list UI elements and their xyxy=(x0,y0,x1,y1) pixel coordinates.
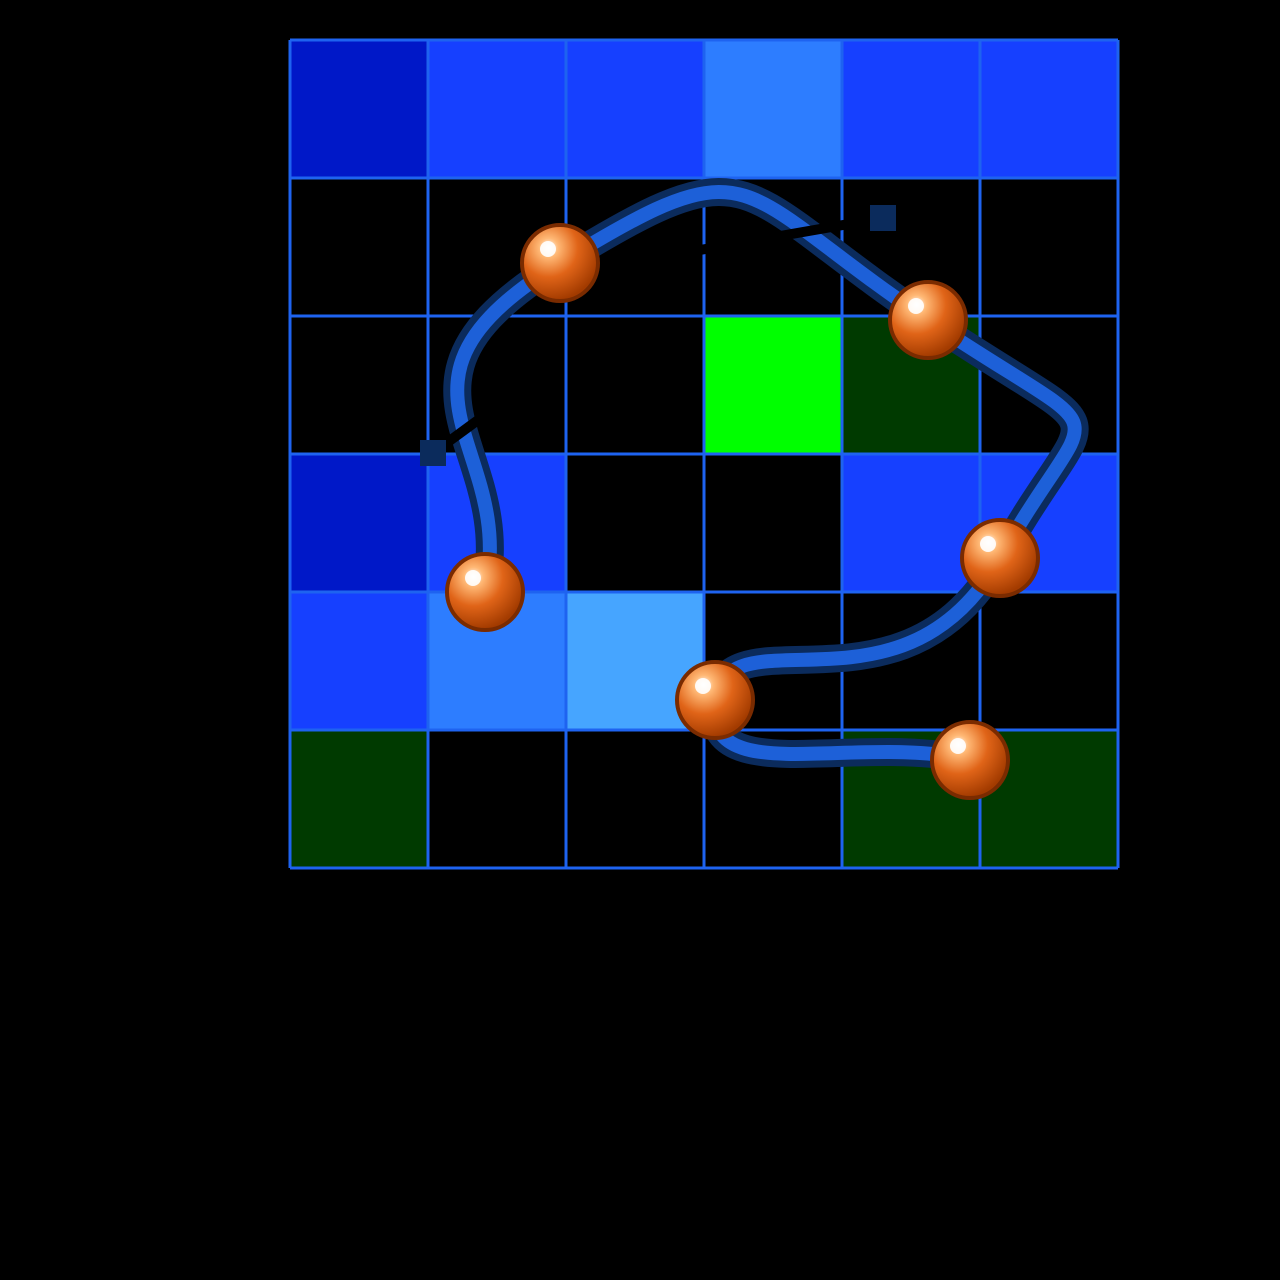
node-ball xyxy=(677,662,753,738)
grid-cell xyxy=(566,316,704,454)
grid-cell xyxy=(704,40,842,178)
grid-cell xyxy=(566,454,704,592)
marker-square xyxy=(420,440,446,466)
hat-top xyxy=(1005,880,1065,930)
grid-cell xyxy=(290,454,428,592)
grid-cell xyxy=(842,40,980,178)
grid-cell xyxy=(980,40,1118,178)
node-ball xyxy=(447,554,523,630)
node-highlight xyxy=(465,570,481,586)
marker-square xyxy=(870,205,896,231)
grid-cell xyxy=(980,592,1118,730)
grid-cell xyxy=(290,178,428,316)
grid-cell xyxy=(842,454,980,592)
grid-cell xyxy=(704,316,842,454)
node-highlight xyxy=(980,536,996,552)
node-highlight xyxy=(540,241,556,257)
node-highlight xyxy=(695,678,711,694)
grid-cell xyxy=(980,178,1118,316)
node-ball xyxy=(962,520,1038,596)
grid-cell xyxy=(704,454,842,592)
node-ball xyxy=(932,722,1008,798)
grid-cell xyxy=(290,730,428,868)
node-highlight xyxy=(950,738,966,754)
hat-top xyxy=(365,880,425,930)
diagram-canvas xyxy=(0,0,1280,1280)
node-highlight xyxy=(908,298,924,314)
grid-cell xyxy=(428,40,566,178)
grid-cell xyxy=(290,316,428,454)
node-ball xyxy=(890,282,966,358)
grid-cell xyxy=(290,40,428,178)
grid-cell xyxy=(428,730,566,868)
node-ball xyxy=(522,225,598,301)
grid-cell xyxy=(566,40,704,178)
grid-cell xyxy=(290,592,428,730)
grid-cell xyxy=(566,730,704,868)
